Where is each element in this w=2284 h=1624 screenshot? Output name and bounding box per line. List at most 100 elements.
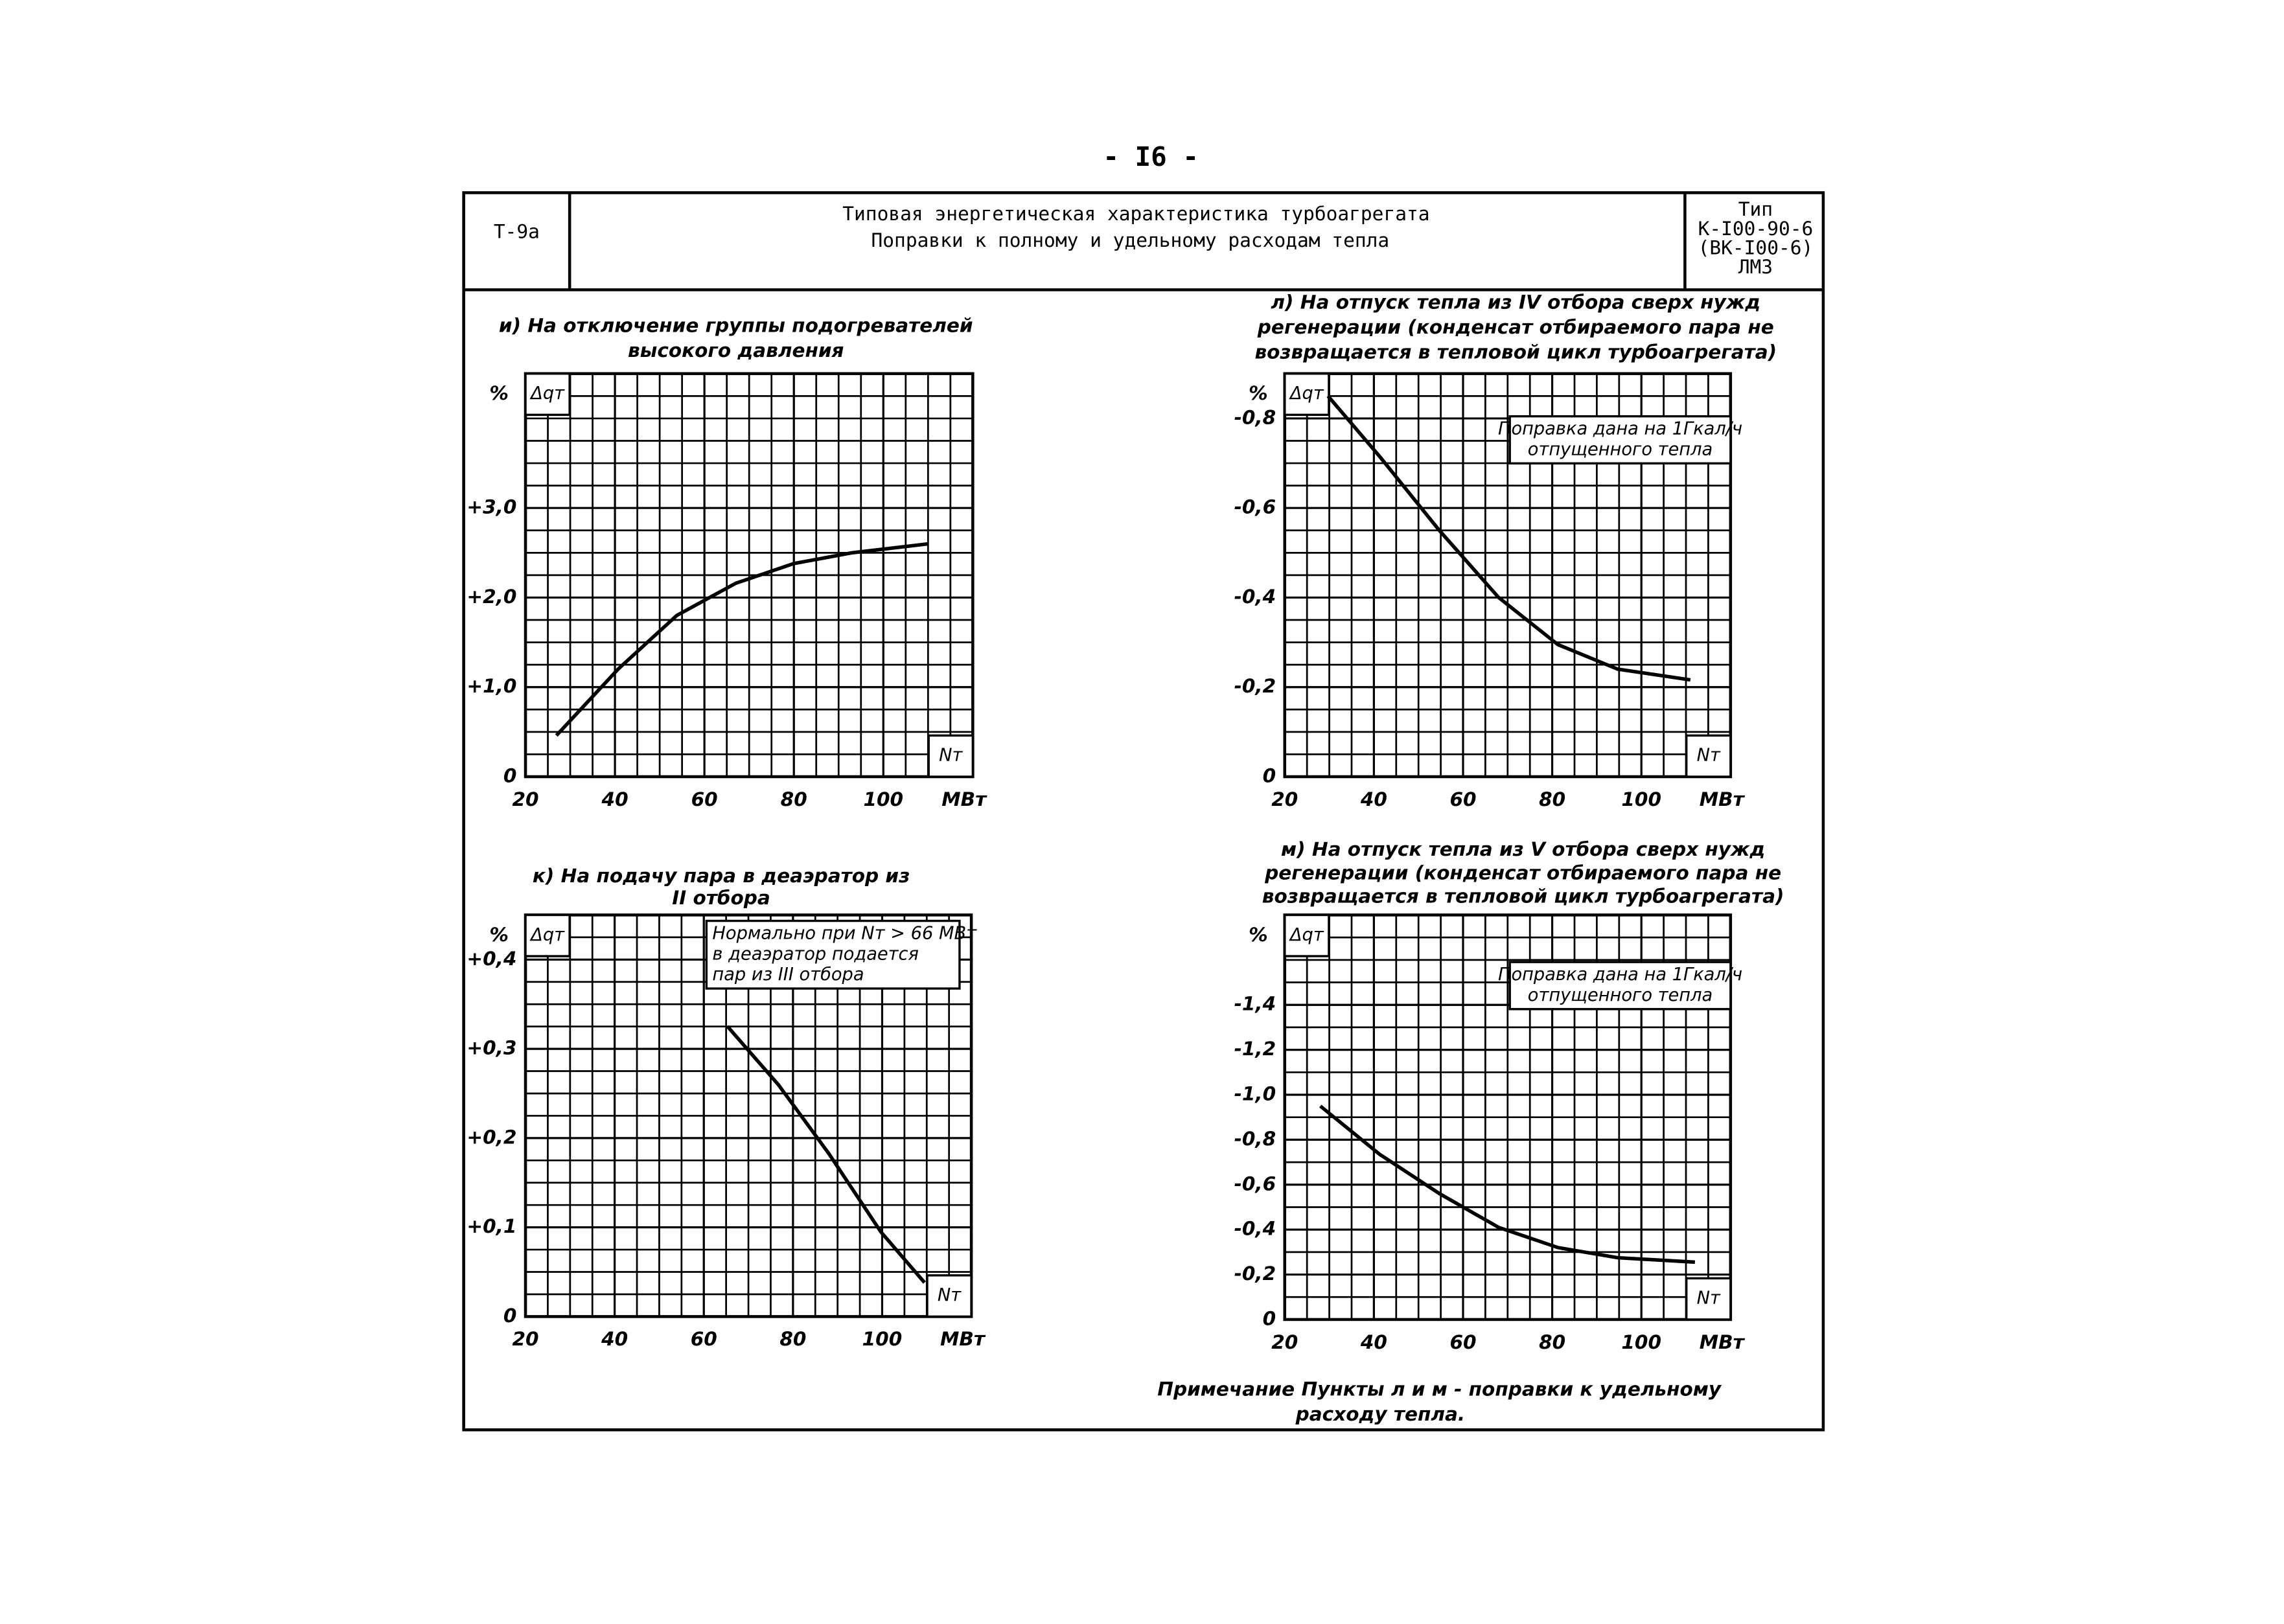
- y-label: %: [489, 382, 509, 404]
- y-symbol: Δqт: [1289, 383, 1324, 404]
- symbol-box: [1685, 734, 1732, 778]
- symbol-box: [524, 372, 571, 417]
- y-tick-label: -0,6: [1234, 1172, 1276, 1195]
- x-tick-label: 40: [601, 1328, 628, 1350]
- symbol-box: [1685, 1277, 1732, 1321]
- chart-title: и) На отключение группы подогревателей: [499, 315, 973, 337]
- y-tick-label: 0: [1263, 1307, 1276, 1329]
- header-subtitle: Поправки к полному и удельному расходам …: [871, 229, 1390, 251]
- annotation-box: [705, 919, 961, 990]
- chart-title: к) На подачу пара в деаэратор из: [533, 865, 910, 887]
- x-symbol: Nт: [1697, 1288, 1721, 1309]
- annotation: Нормально при Nт > 66 МВт: [712, 923, 977, 943]
- y-tick-label: +1,0: [467, 675, 516, 697]
- x-tick-label: 100: [1621, 1331, 1661, 1353]
- x-tick-label: 100: [863, 788, 903, 810]
- chart-title: возвращается в тепловой цикл турбоагрега…: [1262, 886, 1784, 908]
- x-tick-label: 100: [862, 1328, 903, 1350]
- data-line: [1326, 395, 1691, 682]
- x-tick-label: 40: [1360, 1331, 1387, 1353]
- header-title: Типовая энергетическая характеристика ту…: [842, 203, 1429, 225]
- annotation: пар из III отбора: [712, 965, 864, 985]
- y-tick-label: +0,2: [467, 1126, 516, 1148]
- y-tick-label: -0,8: [1234, 406, 1276, 428]
- note: расходу тепла.: [1295, 1403, 1465, 1425]
- x-tick-label: 80: [779, 1328, 806, 1350]
- y-symbol: Δqт: [529, 383, 565, 404]
- y-symbol: Δqт: [1289, 925, 1324, 945]
- y-label: %: [1249, 924, 1268, 946]
- x-unit: МВт: [1700, 788, 1746, 810]
- chart-title: регенерации (конденсат отбираемого пара …: [1257, 316, 1774, 338]
- y-tick-label: -0,2: [1234, 1263, 1276, 1285]
- chart-title: возвращается в тепловой цикл турбоагрега…: [1254, 341, 1777, 363]
- y-tick-label: -0,4: [1234, 586, 1276, 608]
- x-tick-label: 60: [1449, 1331, 1476, 1353]
- page-number: - I6 -: [1103, 141, 1199, 172]
- x-unit: МВт: [940, 1328, 986, 1350]
- y-tick-label: -0,8: [1234, 1128, 1276, 1150]
- frame: [462, 191, 1825, 1432]
- chart-title: м) На отпуск тепла из V отбора сверх нуж…: [1281, 838, 1765, 860]
- chart-title: регенерации (конденсат отбираемого пара …: [1264, 862, 1781, 884]
- x-symbol: Nт: [939, 746, 963, 766]
- type-line: ЛМЗ: [1738, 256, 1773, 278]
- y-tick-label: -1,4: [1234, 993, 1276, 1015]
- x-tick-label: 80: [781, 788, 807, 810]
- annotation: отпущенного тепла: [1528, 439, 1713, 459]
- y-tick-label: +0,1: [467, 1215, 516, 1237]
- y-tick-label: -1,2: [1234, 1038, 1276, 1060]
- x-tick-label: 60: [691, 788, 718, 810]
- x-tick-label: 20: [1271, 1331, 1298, 1353]
- x-unit: МВт: [1700, 1331, 1746, 1353]
- x-tick-label: 80: [1539, 788, 1565, 810]
- data-line: [555, 542, 929, 737]
- x-tick-label: 60: [691, 1328, 717, 1350]
- y-tick-label: +0,3: [467, 1037, 516, 1059]
- y-symbol: Δqт: [529, 925, 565, 945]
- symbol-box: [1284, 913, 1330, 957]
- y-tick-label: -1,0: [1234, 1083, 1276, 1105]
- y-label: %: [1249, 382, 1268, 404]
- chart-title: высокого давления: [628, 339, 844, 361]
- sheet-code: Т-9а: [494, 220, 540, 242]
- x-tick-label: 80: [1539, 1331, 1565, 1353]
- annotation-box: [1508, 415, 1732, 465]
- y-tick-label: -0,2: [1234, 675, 1276, 697]
- x-tick-label: 20: [512, 1328, 538, 1350]
- y-tick-label: 0: [503, 1305, 517, 1327]
- y-tick-label: -0,6: [1234, 496, 1276, 518]
- y-tick-label: +0,4: [467, 948, 516, 970]
- x-tick-label: 40: [1360, 788, 1387, 810]
- symbol-box: [927, 734, 975, 778]
- data-line: [726, 1025, 926, 1284]
- chart-title: л) На отпуск тепла из IV отбора сверх ну…: [1271, 291, 1760, 313]
- note: Примечание Пункты л и м - поправки к уде…: [1157, 1378, 1722, 1400]
- x-unit: МВт: [941, 788, 987, 810]
- annotation-box: [1508, 961, 1732, 1011]
- annotation: отпущенного тепла: [1528, 985, 1713, 1005]
- y-tick-label: 0: [1263, 765, 1276, 787]
- type-line: Тип: [1738, 198, 1773, 220]
- symbol-box: [524, 913, 571, 957]
- symbol-box: [926, 1274, 973, 1318]
- data-line: [1319, 1104, 1696, 1264]
- y-tick-label: +3,0: [467, 496, 516, 518]
- x-symbol: Nт: [1697, 746, 1721, 766]
- type-line: К-I00-90-6: [1698, 218, 1814, 240]
- annotation: Поправка дана на 1Гкал/ч: [1498, 965, 1742, 985]
- annotation: Поправка дана на 1Гкал/ч: [1498, 419, 1742, 439]
- annotation: в деаэратор подается: [712, 944, 919, 964]
- x-symbol: Nт: [938, 1285, 962, 1305]
- y-tick-label: -0,4: [1234, 1218, 1276, 1240]
- y-tick-label: 0: [503, 765, 517, 787]
- y-tick-label: +2,0: [467, 586, 516, 608]
- x-tick-label: 100: [1621, 788, 1661, 810]
- x-tick-label: 20: [512, 788, 538, 810]
- symbol-box: [1284, 372, 1330, 417]
- chart-title: II отбора: [672, 887, 770, 909]
- type-line: (ВК-I00-6): [1698, 236, 1814, 258]
